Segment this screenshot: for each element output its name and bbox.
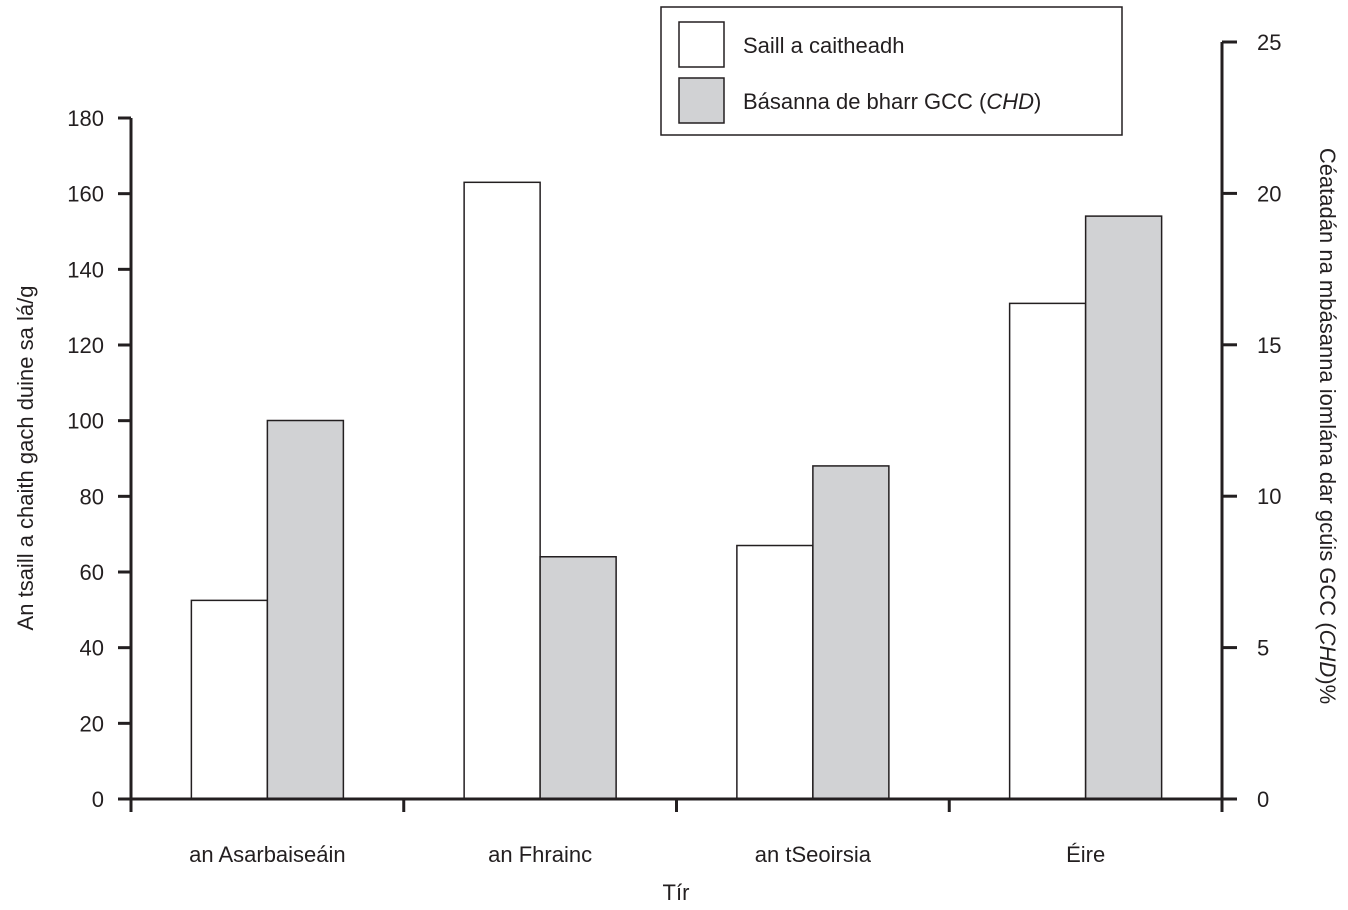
right-y-tick-label: 25 [1257,30,1281,55]
bar-basanna-0 [266,419,345,800]
legend-label-basanna: Básanna de bharr GCC (CHD) [743,89,1041,114]
legend: Saill a caitheadh Básanna de bharr GCC (… [660,6,1123,136]
left-y-tick-label: 20 [80,711,104,736]
right-y-tick-label: 20 [1257,181,1281,206]
legend-label-basanna-main: Básanna de bharr GCC ( [743,89,987,114]
bar-basanna-2 [812,465,890,800]
left-y-tick-label: 0 [92,787,104,812]
bar-saill-3 [1008,302,1087,800]
right-y-tick-label: 5 [1257,636,1269,661]
legend-swatch-basanna [678,77,725,124]
x-tick-label: an tSeoirsia [755,842,872,867]
ticks-layer: an Asarbaiseáin an Fhrainc an tSeoirsia Éir… [67,30,1281,867]
left-y-tick-label: 180 [67,106,104,131]
left-y-tick-label: 40 [80,636,104,661]
right-y-tick-label: 0 [1257,787,1269,812]
bar-saill-0 [190,599,269,800]
legend-label-basanna-close: ) [1034,89,1041,114]
legend-box [660,6,1123,136]
x-tick-label: an Asarbaiseáin [189,842,346,867]
right-y-tick-label: 10 [1257,484,1281,509]
legend-swatch-saill [678,21,725,68]
x-tick-label: Éire [1066,842,1105,867]
left-y-tick-label: 80 [80,484,104,509]
bar-basanna-3 [1084,215,1163,800]
left-y-tick-label: 140 [67,257,104,282]
left-y-axis-title: An tsaill a chaith gach duine sa lá/g [13,286,38,631]
right-y-axis-title-close: )% [1315,677,1340,704]
bars-layer [190,181,1163,800]
left-y-tick-label: 120 [67,333,104,358]
right-y-axis-title-italic: CHD [1315,630,1340,678]
right-y-axis-title-main: Céatadán na mbásanna iomlána dar gcúis G… [1315,148,1340,630]
bar-basanna-1 [539,556,617,800]
legend-label-saill: Saill a caitheadh [743,33,904,58]
left-y-tick-label: 160 [67,182,104,207]
left-y-tick-label: 100 [67,409,104,434]
right-y-axis-title: Céatadán na mbásanna iomlána dar gcúis G… [1315,148,1340,704]
left-y-tick-label: 60 [80,560,104,585]
bar-saill-1 [463,181,541,800]
x-tick-label: an Fhrainc [488,842,592,867]
bar-saill-2 [736,544,814,800]
legend-label-basanna-italic: CHD [986,89,1034,114]
right-y-tick-label: 15 [1257,333,1281,358]
x-axis-title: Tír [663,880,690,905]
